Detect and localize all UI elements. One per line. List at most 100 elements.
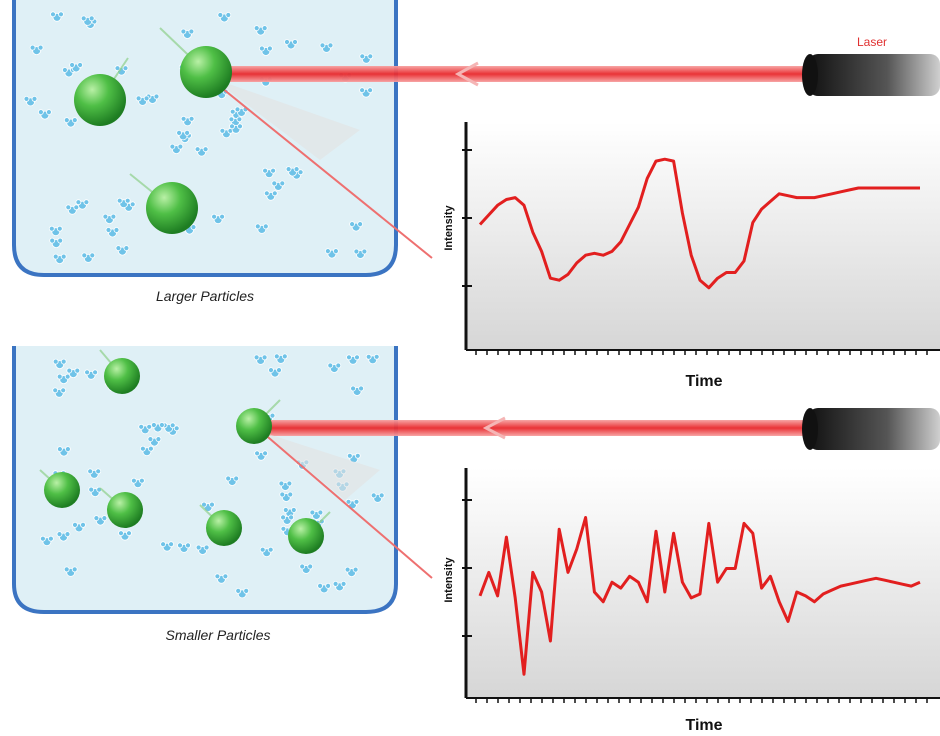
solvent-molecule-icon bbox=[194, 146, 209, 157]
solvent-molecule-icon bbox=[50, 11, 64, 22]
solvent-molecule-icon bbox=[130, 477, 145, 489]
solvent-molecule-icon bbox=[180, 28, 195, 39]
solvent-molecule-icon bbox=[118, 530, 132, 541]
intensity-chart: Time Intensity bbox=[443, 122, 940, 390]
solvent-molecule-icon bbox=[57, 446, 71, 457]
laser-source-icon bbox=[802, 54, 940, 96]
solvent-molecule-icon bbox=[273, 353, 288, 364]
solvent-molecule-icon bbox=[271, 180, 286, 191]
scattered-light-cone bbox=[212, 78, 360, 160]
solvent-molecule-icon bbox=[332, 581, 347, 592]
solvent-molecule-icon bbox=[284, 39, 298, 50]
solvent-molecule-icon bbox=[253, 25, 268, 36]
solvent-molecule-icon bbox=[38, 109, 52, 120]
solvent-molecule-icon bbox=[135, 95, 150, 106]
solvent-molecule-icon bbox=[258, 45, 273, 56]
solvent-molecule-icon bbox=[69, 62, 83, 73]
solvent-molecule-icon bbox=[56, 531, 71, 542]
solvent-molecule-icon bbox=[344, 566, 359, 577]
solvent-molecule-icon bbox=[365, 353, 380, 365]
particle-icon bbox=[74, 57, 129, 126]
solvent-molecule-icon bbox=[160, 541, 175, 552]
x-axis-label: Time bbox=[685, 717, 722, 734]
solvent-molecule-icon bbox=[48, 225, 63, 237]
chart-plot-area bbox=[466, 122, 940, 350]
x-axis-ticks bbox=[475, 698, 928, 703]
solvent-molecule-icon bbox=[62, 67, 76, 78]
solvent-molecule-icon bbox=[177, 542, 191, 553]
particle-icon bbox=[236, 399, 281, 444]
laser-label: Laser bbox=[857, 35, 887, 49]
solvent-molecule-icon bbox=[150, 422, 165, 433]
solvent-molecules bbox=[23, 11, 374, 265]
solvent-molecule-icon bbox=[253, 354, 268, 365]
solvent-molecule-icon bbox=[139, 445, 154, 457]
solvent-molecule-icon bbox=[138, 423, 153, 435]
solvent-molecule-icon bbox=[180, 115, 195, 127]
particle-icon bbox=[288, 511, 331, 554]
solvent-molecule-icon bbox=[93, 515, 108, 526]
scatter-line bbox=[211, 79, 433, 259]
solvent-molecule-icon bbox=[115, 245, 130, 256]
particle-icon bbox=[199, 504, 242, 546]
laser-source-icon bbox=[802, 408, 940, 450]
solvent-molecule-icon bbox=[229, 123, 243, 134]
solvent-molecule-icon bbox=[217, 12, 232, 23]
particle-icon bbox=[99, 487, 143, 528]
solvent-molecule-icon bbox=[23, 96, 38, 107]
particle-icon bbox=[39, 469, 80, 508]
solvent-molecule-icon bbox=[63, 117, 78, 128]
particle-icon bbox=[99, 349, 140, 394]
solvent-molecule-icon bbox=[268, 367, 282, 378]
solvent-molecule-icon bbox=[105, 227, 120, 238]
solvent-molecule-icon bbox=[81, 252, 96, 263]
solvent-molecule-icon bbox=[370, 492, 385, 503]
y-axis-label: Intensity bbox=[443, 557, 455, 603]
solvent-molecule-icon bbox=[147, 436, 162, 447]
solvent-molecule-icon bbox=[299, 563, 314, 574]
solvent-molecule-icon bbox=[29, 44, 44, 55]
solvent-molecule-icon bbox=[278, 480, 293, 491]
beam-arrow-icon bbox=[482, 416, 506, 440]
y-axis-label: Intensity bbox=[443, 205, 455, 251]
solvent-molecule-icon bbox=[225, 475, 240, 486]
solvent-molecule-icon bbox=[353, 248, 368, 259]
solvent-molecule-icon bbox=[309, 509, 324, 520]
intensity-trace bbox=[478, 157, 920, 290]
solvent-molecule-icon bbox=[75, 199, 90, 210]
intensity-chart: Time Intensity bbox=[443, 468, 940, 734]
solvent-molecule-icon bbox=[52, 387, 67, 398]
x-axis-label: Time bbox=[685, 373, 722, 390]
beam-arrow-icon bbox=[454, 61, 479, 87]
solvent-molecule-icon bbox=[280, 514, 295, 525]
solvent-molecule-icon bbox=[346, 452, 361, 464]
particle-icon bbox=[159, 27, 232, 98]
solvent-molecule-icon bbox=[263, 190, 278, 201]
solvent-molecule-icon bbox=[262, 167, 277, 179]
y-axis-ticks bbox=[462, 149, 472, 287]
solvent-molecule-icon bbox=[72, 522, 86, 533]
solvent-molecule-icon bbox=[319, 42, 334, 53]
solvent-molecule-icon bbox=[66, 367, 81, 379]
x-axis-ticks bbox=[475, 350, 928, 355]
solvent-molecule-icon bbox=[214, 573, 229, 584]
solvent-molecule-icon bbox=[327, 362, 342, 373]
solvent-molecule-icon bbox=[211, 213, 226, 225]
solvent-molecule-icon bbox=[102, 213, 117, 225]
panel-caption: Smaller Particles bbox=[165, 627, 270, 643]
solvent-molecule-icon bbox=[254, 450, 269, 461]
solvent-molecule-icon bbox=[285, 166, 300, 177]
solvent-molecule-icon bbox=[49, 237, 64, 249]
panel-larger-particles: Larger Particles Laser Time Intensity bbox=[12, 0, 940, 390]
solvent-molecule-icon bbox=[169, 143, 184, 155]
solvent-molecule-icon bbox=[235, 588, 250, 599]
laser-beam bbox=[200, 66, 810, 82]
y-axis-ticks bbox=[462, 499, 472, 637]
solvent-molecule-icon bbox=[52, 253, 67, 265]
solvent-molecule-icon bbox=[350, 385, 365, 396]
solvent-molecule-icon bbox=[259, 546, 274, 558]
solvent-molecule-icon bbox=[279, 491, 294, 502]
scatter-line bbox=[261, 431, 433, 579]
particle-icon bbox=[129, 173, 198, 234]
